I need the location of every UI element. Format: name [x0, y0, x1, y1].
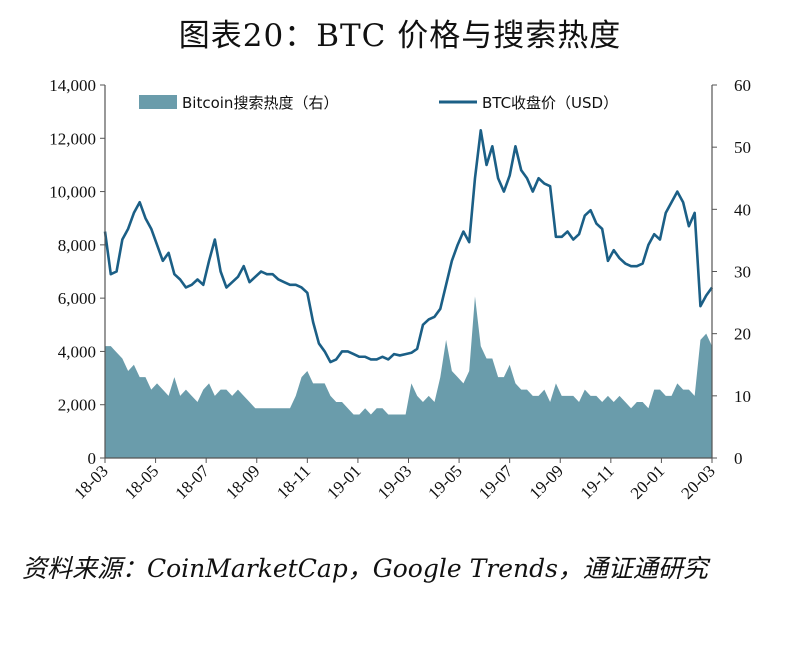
x-tick-label: 18-11 [273, 461, 314, 502]
right-tick-label: 60 [734, 76, 751, 95]
legend-swatch-search-heat [139, 95, 177, 109]
btc-price-line [103, 128, 714, 364]
x-tick-label: 19-05 [424, 461, 465, 502]
x-tick-label: 19-07 [475, 461, 517, 503]
chart-title: 图表20：BTC 价格与搜索热度 [178, 18, 622, 54]
x-tick-label: 19-01 [323, 461, 364, 502]
left-tick-label: 8,000 [58, 236, 96, 255]
left-tick-label: 6,000 [58, 289, 96, 308]
left-tick-label: 2,000 [58, 396, 96, 415]
left-tick-label: 10,000 [49, 183, 96, 202]
x-tick-label: 20-03 [677, 461, 718, 502]
x-tick-label: 19-03 [374, 461, 415, 502]
x-tick-label: 19-09 [526, 461, 567, 502]
x-tick-label: 18-05 [121, 461, 162, 502]
btc-price-line-layer [103, 128, 714, 364]
search-heat-area [105, 296, 712, 458]
right-tick-label: 30 [734, 263, 751, 282]
x-tick-label: 18-03 [70, 461, 111, 502]
x-tick-label: 18-07 [172, 461, 214, 503]
right-tick-label: 40 [734, 200, 751, 219]
legend: Bitcoin搜索热度（右） BTC收盘价（USD） [139, 94, 618, 112]
x-tick-label: 19-11 [577, 461, 618, 502]
left-tick-label: 0 [88, 449, 97, 468]
x-tick-label: 18-09 [222, 461, 263, 502]
right-tick-label: 0 [734, 449, 743, 468]
legend-label-search-heat: Bitcoin搜索热度（右） [182, 94, 338, 112]
right-tick-label: 10 [734, 387, 751, 406]
left-tick-label: 14,000 [49, 76, 96, 95]
search-heat-area-layer [105, 296, 712, 458]
chart: 0 2,000 4,000 6,000 8,000 10,000 12,000 14,000 0… [49, 76, 751, 503]
left-tick-label: 4,000 [58, 342, 96, 361]
legend-label-btc-price: BTC收盘价（USD） [482, 94, 618, 112]
right-tick-label: 20 [734, 325, 751, 344]
x-tick-label: 20-01 [627, 461, 668, 502]
source-note: 资料来源：CoinMarketCap，Google Trends，通证通研究 [22, 554, 708, 583]
left-tick-label: 12,000 [49, 129, 96, 148]
right-tick-label: 50 [734, 138, 751, 157]
